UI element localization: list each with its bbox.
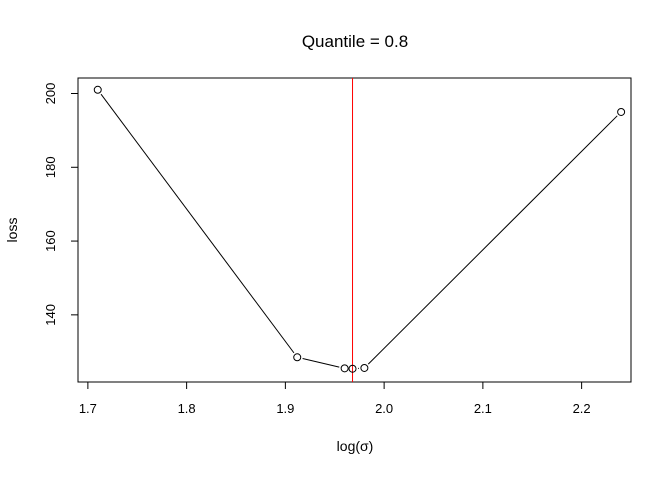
y-axis-label: loss xyxy=(4,218,20,243)
series-line-segment xyxy=(368,116,617,364)
data-point xyxy=(294,354,301,361)
data-point xyxy=(94,86,101,93)
x-tick-label: 2.2 xyxy=(573,401,591,416)
y-tick-label: 200 xyxy=(43,83,58,105)
x-tick-label: 2.1 xyxy=(474,401,492,416)
x-tick-label: 2.0 xyxy=(375,401,393,416)
y-tick-label: 140 xyxy=(43,304,58,326)
y-tick-label: 180 xyxy=(43,156,58,178)
x-tick-label: 1.9 xyxy=(276,401,294,416)
x-tick-label: 1.7 xyxy=(79,401,97,416)
plot-frame xyxy=(78,78,631,382)
data-point xyxy=(341,365,348,372)
series-line-segment xyxy=(303,359,340,368)
data-point xyxy=(618,108,625,115)
series-line-segment xyxy=(101,94,294,353)
y-tick-label: 160 xyxy=(43,230,58,252)
x-axis: 1.7 1.8 1.9 2.0 2.1 2.2 xyxy=(79,382,591,416)
x-axis-label: log(σ) xyxy=(337,438,374,454)
series-layer xyxy=(94,86,624,372)
data-point xyxy=(361,364,368,371)
x-tick-label: 1.8 xyxy=(178,401,196,416)
y-axis: 140 160 180 200 xyxy=(43,83,78,326)
chart-title: Quantile = 0.8 xyxy=(302,32,408,51)
